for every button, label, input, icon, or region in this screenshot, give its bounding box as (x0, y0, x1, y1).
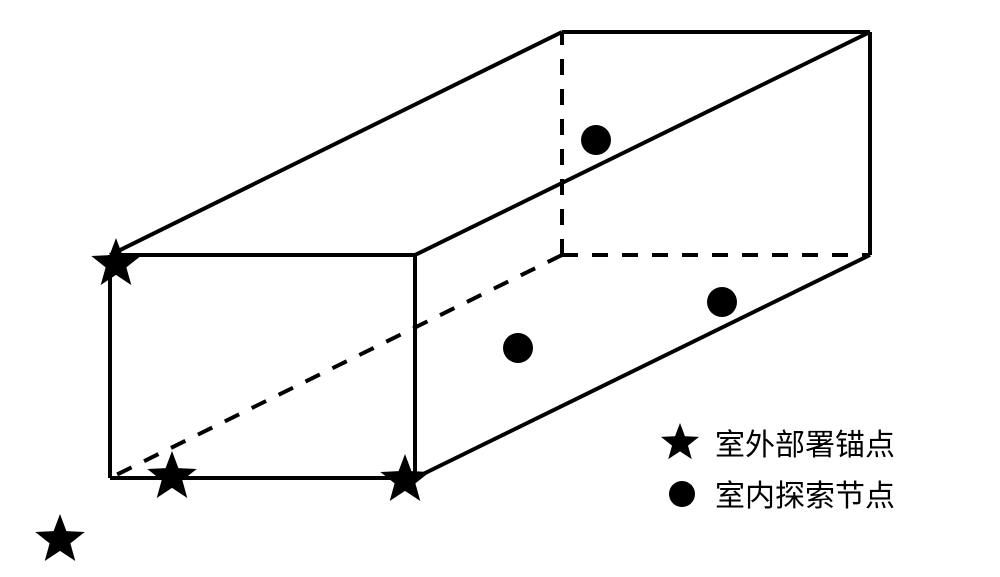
cuboid-diagram: 室外部署锚点室内探索节点 (0, 0, 1000, 577)
legend-dot-icon (669, 481, 695, 507)
indoor-node-dot (503, 333, 533, 363)
legend-anchor-label: 室外部署锚点 (715, 429, 895, 462)
indoor-node-dot (581, 125, 611, 155)
legend-indoor-label: 室内探索节点 (715, 480, 895, 513)
indoor-node-dot (707, 287, 737, 317)
